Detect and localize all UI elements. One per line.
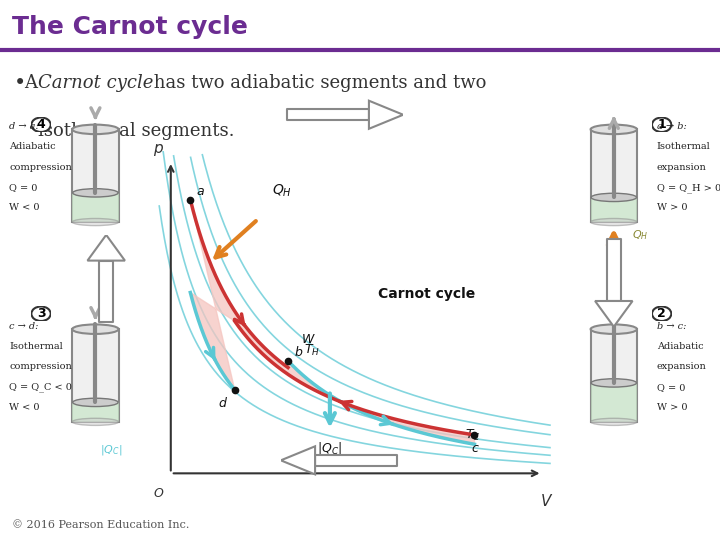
Text: Isothermal: Isothermal xyxy=(657,142,711,151)
Text: Q = 0: Q = 0 xyxy=(9,183,37,192)
Text: $Q_H$: $Q_H$ xyxy=(272,183,292,199)
Ellipse shape xyxy=(73,188,118,197)
Text: $T_C$: $T_C$ xyxy=(464,428,480,443)
Text: compression: compression xyxy=(9,163,72,172)
Ellipse shape xyxy=(591,379,636,387)
Text: $|Q_C|$: $|Q_C|$ xyxy=(99,443,122,457)
Text: $p$: $p$ xyxy=(153,142,164,158)
Text: W > 0: W > 0 xyxy=(657,204,687,212)
Text: a → b:: a → b: xyxy=(657,122,686,131)
Text: expansion: expansion xyxy=(657,163,706,172)
FancyBboxPatch shape xyxy=(590,329,637,422)
Ellipse shape xyxy=(72,418,119,426)
Polygon shape xyxy=(369,100,403,129)
Text: $V$: $V$ xyxy=(540,493,553,509)
Text: $Q_H$: $Q_H$ xyxy=(632,228,649,242)
Text: d: d xyxy=(219,396,227,409)
Text: b → c:: b → c: xyxy=(657,321,686,330)
Text: isothermal segments.: isothermal segments. xyxy=(38,122,235,140)
FancyBboxPatch shape xyxy=(72,402,119,422)
Text: $O$: $O$ xyxy=(153,487,164,500)
Text: A: A xyxy=(24,75,42,92)
FancyBboxPatch shape xyxy=(72,130,119,222)
Text: 4: 4 xyxy=(37,118,45,131)
Ellipse shape xyxy=(73,398,118,407)
Text: 2: 2 xyxy=(657,307,666,320)
Text: Adiabatic: Adiabatic xyxy=(9,142,56,151)
Circle shape xyxy=(652,118,671,132)
FancyBboxPatch shape xyxy=(72,329,119,422)
Text: Carnot cycle: Carnot cycle xyxy=(38,75,153,92)
Text: W > 0: W > 0 xyxy=(657,403,687,412)
Polygon shape xyxy=(595,301,633,327)
Text: 3: 3 xyxy=(37,307,45,320)
Text: W < 0: W < 0 xyxy=(9,403,40,412)
Text: Isothermal: Isothermal xyxy=(9,342,63,351)
Text: Adiabatic: Adiabatic xyxy=(657,342,703,351)
Text: d → a:: d → a: xyxy=(9,122,39,131)
Text: •: • xyxy=(14,75,26,93)
FancyBboxPatch shape xyxy=(72,193,119,222)
Text: $T_H$: $T_H$ xyxy=(305,342,320,357)
Text: compression: compression xyxy=(9,362,72,372)
Text: Q = 0: Q = 0 xyxy=(657,383,685,391)
Text: c: c xyxy=(471,442,478,455)
Text: has two adiabatic segments and two: has two adiabatic segments and two xyxy=(148,75,487,92)
Text: The Carnot cycle: The Carnot cycle xyxy=(12,15,248,39)
Text: expansion: expansion xyxy=(657,362,706,372)
Text: Q = Q_H > 0: Q = Q_H > 0 xyxy=(657,183,720,193)
Ellipse shape xyxy=(590,325,637,334)
Text: a: a xyxy=(197,185,204,198)
Ellipse shape xyxy=(72,219,119,226)
Ellipse shape xyxy=(590,125,637,134)
Circle shape xyxy=(652,307,671,321)
Ellipse shape xyxy=(590,418,637,426)
Ellipse shape xyxy=(72,125,119,134)
Text: W < 0: W < 0 xyxy=(9,204,40,212)
Ellipse shape xyxy=(72,325,119,334)
Polygon shape xyxy=(88,235,125,261)
Text: b: b xyxy=(294,346,302,359)
FancyBboxPatch shape xyxy=(590,130,637,222)
Text: c → d:: c → d: xyxy=(9,321,39,330)
Polygon shape xyxy=(190,200,474,444)
Ellipse shape xyxy=(591,193,636,201)
Text: $|Q_C|$: $|Q_C|$ xyxy=(318,441,343,456)
Ellipse shape xyxy=(590,219,637,226)
Polygon shape xyxy=(281,446,315,475)
Text: © 2016 Pearson Education Inc.: © 2016 Pearson Education Inc. xyxy=(12,521,189,530)
Text: $W$: $W$ xyxy=(302,333,316,346)
Circle shape xyxy=(32,307,50,321)
Text: Q = Q_C < 0: Q = Q_C < 0 xyxy=(9,383,72,393)
Circle shape xyxy=(32,118,50,132)
Text: Carnot cycle: Carnot cycle xyxy=(378,287,475,301)
Text: 1: 1 xyxy=(657,118,666,131)
FancyBboxPatch shape xyxy=(590,198,637,222)
FancyBboxPatch shape xyxy=(590,383,637,422)
